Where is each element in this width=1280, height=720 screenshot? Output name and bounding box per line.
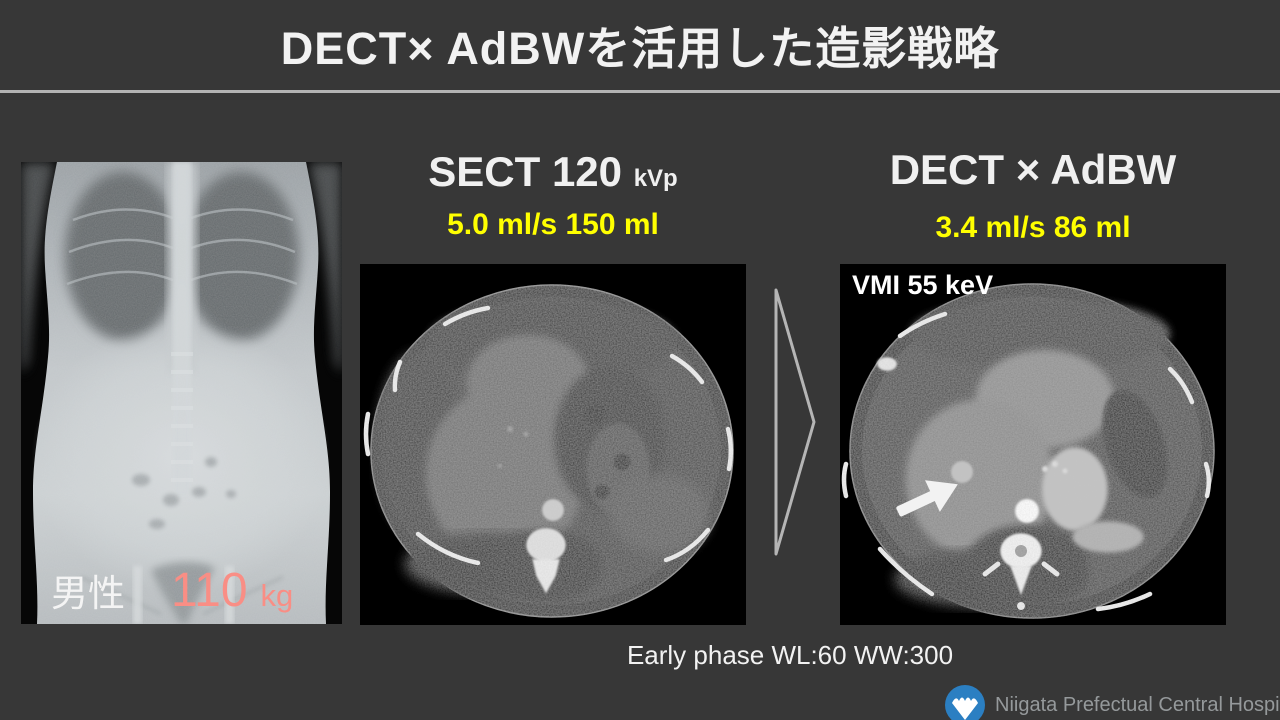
patient-sex-label: 男性 <box>51 573 125 614</box>
patient-weight-unit: kg <box>260 578 294 613</box>
dect-heading: DECT × AdBW <box>889 146 1177 193</box>
dect-protocol: 3.4 ml/s 86 ml <box>935 211 1131 244</box>
dect-ct-panel: VMI 55 keV <box>840 264 1226 625</box>
sect-heading: SECT 120 kVp <box>360 148 746 196</box>
lesion-arrow-icon <box>896 480 958 517</box>
patient-caption: 男性 110 kg <box>51 563 293 618</box>
sect-heading-unit: kVp <box>633 165 678 192</box>
hospital-name: Niigata Prefectual Central Hospital <box>995 693 1280 716</box>
sect-ct-image <box>360 264 746 625</box>
sect-column-header: SECT 120 kVp 5.0 ml/s 150 ml <box>360 148 746 242</box>
patient-weight-value: 110 <box>171 564 248 617</box>
dect-column-header: DECT × AdBW 3.4 ml/s 86 ml <box>840 146 1226 245</box>
sect-heading-main: SECT 120 <box>428 148 623 195</box>
dect-ct-image <box>840 264 1226 625</box>
hospital-logo-icon <box>945 685 985 720</box>
title-divider <box>0 90 1280 93</box>
vmi-kev-label: VMI 55 keV <box>852 270 994 300</box>
sect-protocol: 5.0 ml/s 150 ml <box>447 208 659 241</box>
hospital-logo-row: Niigata Prefectual Central Hospital <box>944 684 1280 720</box>
sect-ct-panel <box>360 264 746 625</box>
scout-xray-image <box>21 162 342 624</box>
window-setting-note: Early phase WL:60 WW:300 <box>626 640 954 670</box>
flow-arrow-icon <box>774 288 816 556</box>
slide-title: DECT× AdBWを活用した造影戦略 <box>280 23 1000 74</box>
scout-xray-panel: 男性 110 kg <box>21 162 342 624</box>
